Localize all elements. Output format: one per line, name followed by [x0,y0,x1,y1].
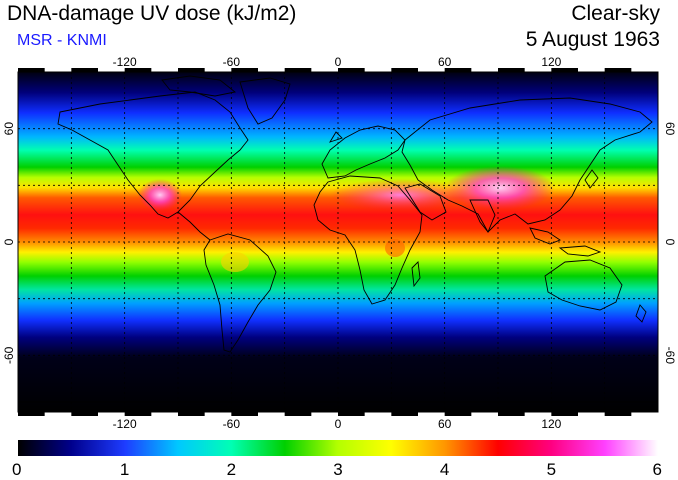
lon-tick-label: 120 [541,417,561,431]
frame-segment [124,68,152,72]
tibet-hotspot [445,166,555,210]
colorbar-label: 4 [440,460,449,479]
lon-tick-label: -120 [113,55,137,69]
lon-tick-label: 60 [438,55,452,69]
colorbar-label: 6 [653,460,662,479]
map-date: 5 August 1963 [525,28,660,51]
frame-segment [284,68,312,72]
frame-segment [551,68,578,72]
frame-segment [604,412,632,416]
frame-segment [71,412,98,416]
lat-tick-label: 0 [2,238,16,245]
lon-ticks-bottom: -120 -60 0 60 120 [113,417,562,431]
mexico-hotspot [138,179,182,211]
frame-segment [498,412,525,416]
map-source: MSR - KNMI [17,32,107,49]
map-frame [17,71,659,413]
graticule [18,72,658,412]
colorbar-label: 2 [227,460,236,479]
lat-ticks-right: 60 0 -60 [663,122,677,364]
colorbar-labels: 0 1 2 3 4 5 6 [12,460,662,479]
frame-segment [284,412,312,416]
frame-bottom-ticks [18,412,632,416]
map-title: DNA-damage UV dose (kJ/m2) [7,2,297,25]
frame-segment [551,412,578,416]
frame-segment [338,68,365,72]
frame-segment [18,412,45,416]
sahara-hotspot [330,179,470,211]
frame-segment [391,412,418,416]
frame-segment [444,412,472,416]
colorbar-label: 3 [333,460,342,479]
frame-segment [178,68,205,72]
andes-spot [221,252,249,272]
lon-tick-label: -60 [223,55,241,69]
lat-ticks-left: 60 0 -60 [2,122,16,364]
lon-tick-label: 120 [541,55,561,69]
lat-tick-label: -60 [2,346,16,364]
frame-top-ticks [18,68,632,72]
lon-tick-label: -120 [113,417,137,431]
frame-segment [231,412,258,416]
lon-ticks-top: -120 -60 0 60 120 [113,55,562,69]
frame-segment [338,412,365,416]
lon-tick-label: 0 [335,417,342,431]
frame-segment [18,68,45,72]
lon-tick-label: 60 [438,417,452,431]
colorbar [18,440,658,456]
east-africa-spot [385,239,405,257]
frame-segment [178,412,205,416]
frame-segment [231,68,258,72]
lon-tick-label: 0 [335,55,342,69]
colorbar-label: 5 [547,460,556,479]
frame-segment [444,68,472,72]
lon-tick-label: -60 [223,417,241,431]
lat-tick-label: -60 [663,347,677,365]
frame-segment [498,68,525,72]
lat-tick-label: 60 [663,122,677,136]
lat-tick-label: 0 [663,239,677,246]
sky-condition: Clear-sky [571,2,660,25]
frame-segment [604,68,632,72]
frame-segment [124,412,152,416]
colorbar-label: 0 [12,460,21,479]
frame-segment [391,68,418,72]
frame-segment [71,68,98,72]
lat-tick-label: 60 [2,122,16,136]
colorbar-label: 1 [120,460,129,479]
